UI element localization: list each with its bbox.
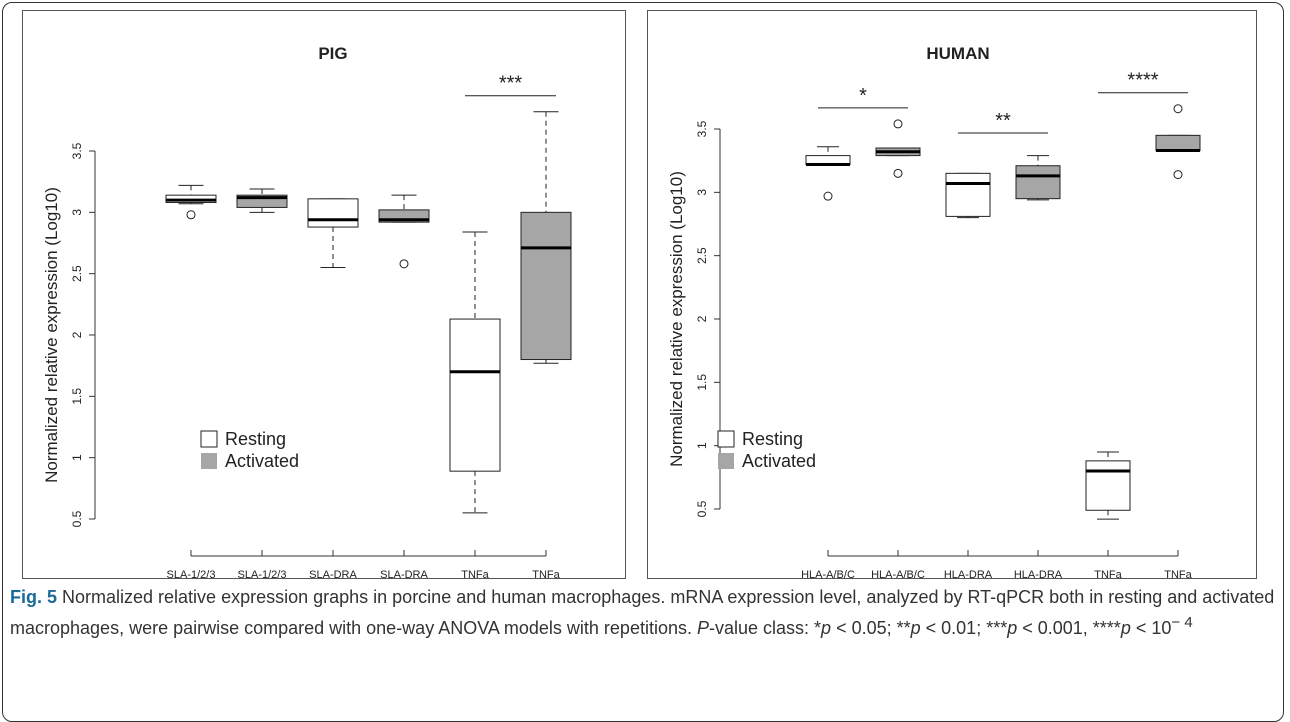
x-tick-label: SLA-DRA (380, 569, 428, 578)
outlier (1173, 170, 1183, 180)
chart: HUMAN Normalized relative expression (Log… (667, 44, 1201, 581)
caption-text: p (1120, 618, 1131, 638)
y-tick-label: 2.5 (695, 247, 709, 264)
x-tick-label: HLA-A/B/C (871, 569, 925, 578)
legend-label: Activated (225, 451, 299, 471)
legend-swatch (717, 430, 735, 448)
box (520, 211, 572, 361)
panel: HUMAN Normalized relative expression (Log… (647, 10, 1257, 581)
x-tick-label: HLA-DRA (1014, 569, 1063, 578)
box-plot (307, 198, 359, 269)
box (945, 172, 991, 217)
box-plot (805, 146, 851, 201)
legend-label: Resting (742, 429, 803, 449)
outlier (893, 168, 903, 178)
panel: PIG Normalized relative expression (Log10… (22, 10, 626, 581)
caption-text: < 0.001, **** (1017, 618, 1121, 638)
outlier (1173, 104, 1183, 114)
box-plot (236, 188, 288, 213)
y-tick-label: 3.5 (70, 142, 84, 159)
caption-text: p (910, 618, 921, 638)
box-plot (1015, 155, 1061, 201)
x-tick-label: SLA-DRA (309, 569, 357, 578)
box-plot (378, 194, 430, 269)
box (449, 318, 501, 472)
box (1015, 165, 1061, 200)
legend-label: Resting (225, 429, 286, 449)
box-plot (520, 111, 572, 364)
caption: Fig. 5 Normalized relative expression gr… (10, 585, 1278, 641)
outlier (823, 191, 833, 201)
x-tick-label: TNFa (1094, 569, 1122, 578)
caption-text: < 0.01; *** (920, 618, 1008, 638)
caption-text: Normalized relative expression graphs in… (10, 587, 1275, 638)
caption-text: < 10 (1130, 618, 1172, 638)
x-tick-label: HLA-A/B/C (801, 569, 855, 578)
caption-text: P (696, 618, 709, 638)
y-tick-label: 1 (70, 454, 84, 461)
box-plot (1085, 451, 1131, 520)
x-tick-label: TNFa (532, 569, 560, 578)
box (1155, 134, 1201, 152)
significance-label: **** (1127, 70, 1158, 92)
box (307, 198, 359, 228)
significance-label: *** (499, 73, 523, 95)
box-plot (875, 119, 921, 178)
box-plot (165, 184, 217, 220)
caption-text: p (1007, 618, 1018, 638)
y-tick-label: 1.5 (70, 388, 84, 405)
outlier (399, 259, 409, 269)
outlier (893, 119, 903, 129)
legend-label: Activated (742, 451, 816, 471)
x-tick-label: HLA-DRA (944, 569, 993, 578)
caption-label: Fig. 5 (10, 587, 58, 607)
box (1085, 460, 1131, 511)
chart-title: HUMAN (926, 44, 989, 63)
y-tick-label: 0.5 (70, 510, 84, 527)
y-tick-label: 3 (695, 189, 709, 196)
legend-swatch (200, 430, 218, 448)
y-tick-label: 2 (70, 331, 84, 338)
caption-text: p (821, 618, 832, 638)
x-tick-label: TNFa (461, 569, 489, 578)
y-tick-label: 0.5 (695, 500, 709, 517)
caption-text: < 0.05; ** (831, 618, 911, 638)
box-plot (449, 231, 501, 514)
outlier (186, 210, 196, 220)
caption-text: -value class: * (709, 618, 822, 638)
caption-text: − 4 (1171, 614, 1193, 631)
x-tick-label: SLA-1/2/3 (238, 569, 287, 578)
x-tick-label: TNFa (1164, 569, 1192, 578)
y-tick-label: 3 (70, 209, 84, 216)
legend-swatch (718, 453, 734, 469)
y-tick-label: 2 (695, 315, 709, 322)
y-tick-label: 2.5 (70, 265, 84, 282)
significance-label: ** (995, 110, 1011, 132)
y-axis-title: Normalized relative expression (Log10) (42, 187, 61, 483)
chart: PIG Normalized relative expression (Log10… (42, 44, 572, 581)
box-plot (945, 172, 991, 219)
y-tick-label: 1 (695, 442, 709, 449)
y-axis-title: Normalized relative expression (Log10) (667, 171, 686, 467)
chart-title: PIG (318, 44, 347, 63)
significance-label: * (859, 85, 867, 107)
y-tick-label: 3.5 (695, 120, 709, 137)
box-plot (1155, 104, 1201, 180)
y-tick-label: 1.5 (695, 374, 709, 391)
x-tick-label: SLA-1/2/3 (167, 569, 216, 578)
legend-swatch (201, 453, 217, 469)
